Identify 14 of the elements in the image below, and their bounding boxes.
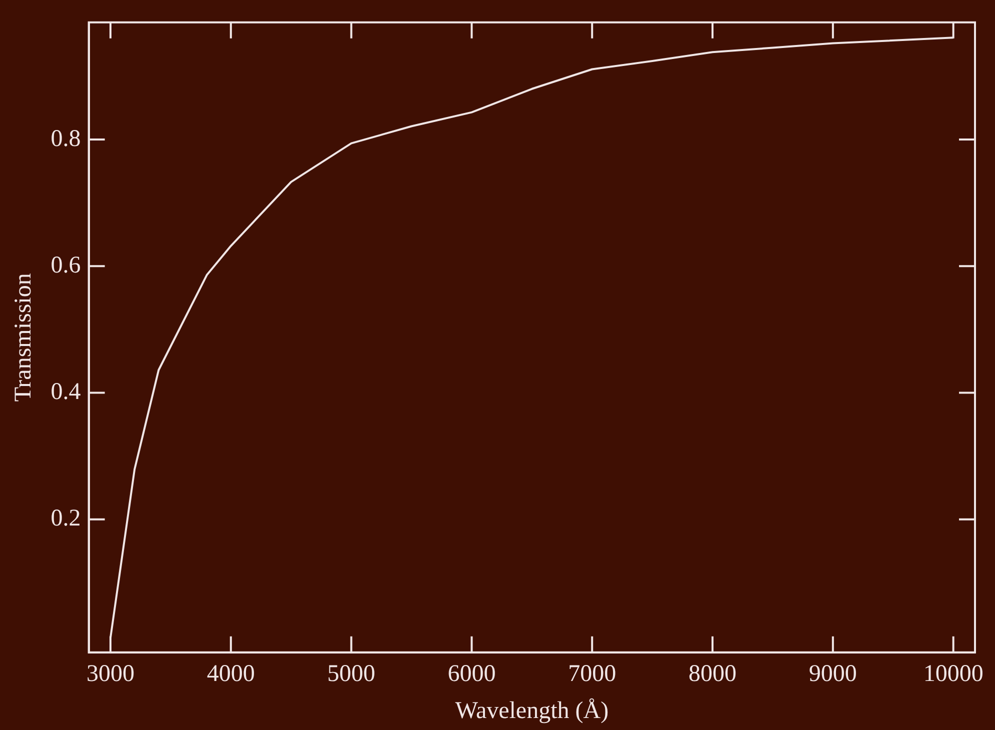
y-tick-label: 0.4 xyxy=(50,379,81,406)
x-axis-title: Wavelength (Å) xyxy=(455,698,609,724)
x-tick-label: 6000 xyxy=(448,661,496,688)
x-tick-label: 3000 xyxy=(86,661,134,688)
y-axis-title: Transmission xyxy=(10,273,37,402)
y-tick-label: 0.2 xyxy=(50,506,81,532)
x-tick-label: 7000 xyxy=(568,661,616,688)
x-tick-label: 5000 xyxy=(327,661,376,688)
x-tick-label: 9000 xyxy=(808,661,857,688)
y-tick-label: 0.8 xyxy=(50,126,81,152)
x-tick-label: 8000 xyxy=(688,661,737,688)
y-tick-label: 0.6 xyxy=(50,252,81,278)
x-tick-label: 10000 xyxy=(923,661,984,688)
x-tick-label: 4000 xyxy=(206,661,255,688)
